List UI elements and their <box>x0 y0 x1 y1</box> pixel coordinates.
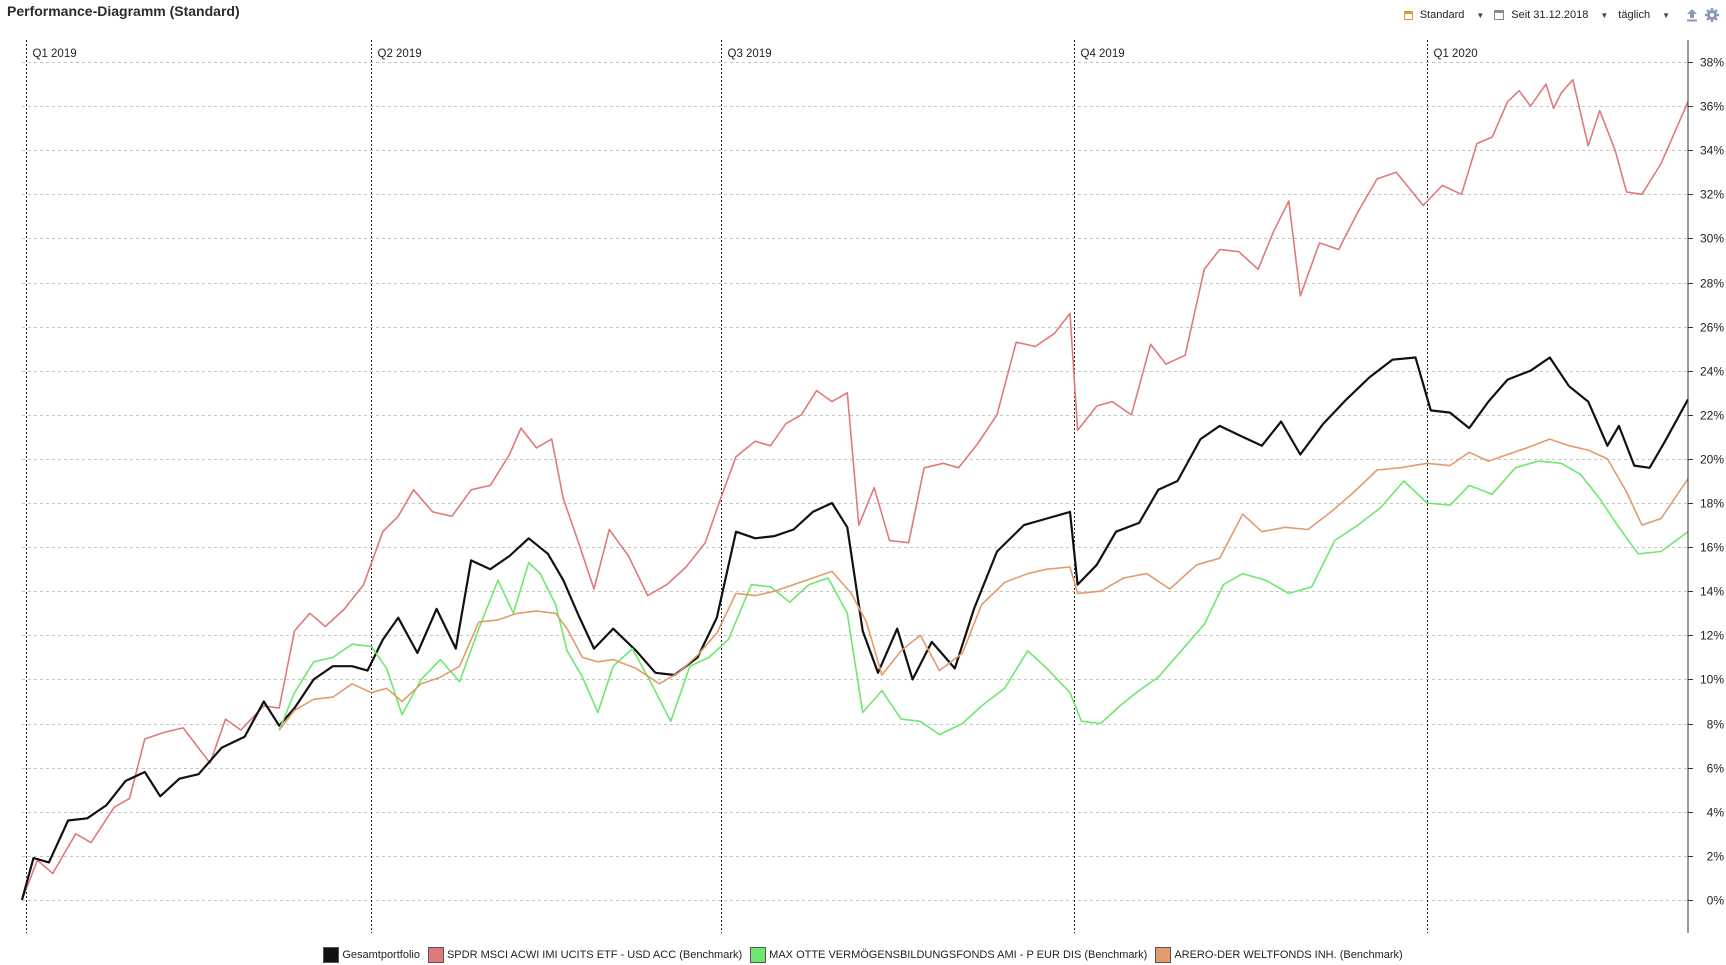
legend-label: SPDR MSCI ACWI IMI UCITS ETF - USD ACC (… <box>446 949 743 961</box>
y-tick-label: 6% <box>1707 762 1725 776</box>
settings-gear-icon[interactable] <box>1704 7 1720 23</box>
y-tick-label: 30% <box>1700 232 1724 246</box>
legend-label: MAX OTTE VERMÖGENSBILDUNGSFONDS AMI - P … <box>769 949 1148 961</box>
legend-item[interactable]: SPDR MSCI ACWI IMI UCITS ETF - USD ACC (… <box>427 947 743 963</box>
y-tick-label: 20% <box>1700 453 1724 467</box>
y-tick-label: 32% <box>1700 188 1724 202</box>
series-line-gesamtportfolio <box>20 356 1689 901</box>
quarter-label: Q4 2019 <box>1081 48 1125 60</box>
y-tick-label: 28% <box>1700 277 1724 291</box>
legend-label: Gesamtportfolio <box>342 949 420 961</box>
legend-swatch <box>1155 947 1172 963</box>
series-line-max-otte-verm-gensbildungsfonds-ami-p-eur-dis-benchmark <box>278 460 1689 736</box>
quarter-label: Q1 2020 <box>1434 48 1478 60</box>
y-tick-label: 36% <box>1700 100 1724 114</box>
legend-item[interactable]: ARERO-DER WELTFONDS INH. (Benchmark) <box>1155 947 1403 963</box>
page-title: Performance-Diagramm (Standard) <box>7 3 240 19</box>
grid <box>22 62 1688 901</box>
calendar-range-icon <box>1403 10 1413 20</box>
interval-dropdown-label: täglich <box>1618 9 1651 21</box>
y-tick-label: 22% <box>1700 409 1724 423</box>
y-tick-label: 34% <box>1700 144 1724 158</box>
y-tick-label: 14% <box>1700 585 1724 599</box>
y-tick-label: 26% <box>1700 321 1724 335</box>
legend-swatch <box>427 947 444 963</box>
series-line-spdr-msci-acwi-imi-ucits-etf-usd-acc-benchmark <box>21 78 1689 901</box>
legend-item[interactable]: MAX OTTE VERMÖGENSBILDUNGSFONDS AMI - P … <box>750 947 1147 963</box>
y-axis: 0% 2% 4% 6% 8% 10% 12% 14% 16% 18% 20% 22% 24% 26% 28%… <box>1687 40 1725 933</box>
y-tick-label: 18% <box>1700 497 1724 511</box>
series-line-arero-der-weltfonds-inh-benchmark <box>278 438 1689 731</box>
legend-label: ARERO-DER WELTFONDS INH. (Benchmark) <box>1174 949 1403 961</box>
chart-legend: Gesamtportfolio SPDR MSCI ACWI IMI UCITS … <box>0 947 1726 963</box>
quarter-label: Q1 2019 <box>33 48 77 60</box>
chevron-down-icon: ▼ <box>1600 10 1609 20</box>
period-dropdown[interactable]: Seit 31.12.2018 ▼ <box>1494 9 1618 21</box>
chevron-down-icon: ▼ <box>1662 10 1670 20</box>
legend-item[interactable]: Gesamtportfolio <box>323 947 420 963</box>
y-tick-label: 16% <box>1700 541 1724 555</box>
y-tick-label: 10% <box>1700 673 1724 687</box>
y-tick-label: 4% <box>1707 806 1725 820</box>
export-icon[interactable] <box>1684 7 1700 23</box>
y-tick-label: 12% <box>1700 629 1724 643</box>
view-dropdown[interactable]: Standard ▼ <box>1403 9 1495 21</box>
chevron-down-icon: ▼ <box>1476 10 1485 20</box>
quarter-label: Q3 2019 <box>728 48 772 60</box>
y-tick-label: 24% <box>1700 365 1724 379</box>
performance-chart: Q1 2019 Q2 2019 Q3 2019 Q4 2019 Q1 2020 0% 2%… <box>20 40 1725 933</box>
legend-swatch <box>323 947 340 963</box>
period-dropdown-label: Seit 31.12.2018 <box>1511 9 1589 21</box>
series <box>20 78 1689 901</box>
quarter-label: Q2 2019 <box>378 48 422 60</box>
y-tick-label: 0% <box>1707 894 1725 908</box>
view-dropdown-label: Standard <box>1419 9 1465 21</box>
y-tick-label: 2% <box>1707 850 1725 864</box>
chart-toolbar: Standard ▼ Seit 31.12.2018 ▼ täglich ▼ <box>1403 6 1720 24</box>
interval-dropdown[interactable]: täglich ▼ <box>1618 9 1680 21</box>
calendar-icon <box>1494 10 1505 20</box>
y-tick-label: 38% <box>1700 56 1724 70</box>
legend-swatch <box>750 947 767 963</box>
y-tick-label: 8% <box>1707 718 1725 732</box>
quarter-markers: Q1 2019 Q2 2019 Q3 2019 Q4 2019 Q1 2020 <box>26 40 1478 933</box>
